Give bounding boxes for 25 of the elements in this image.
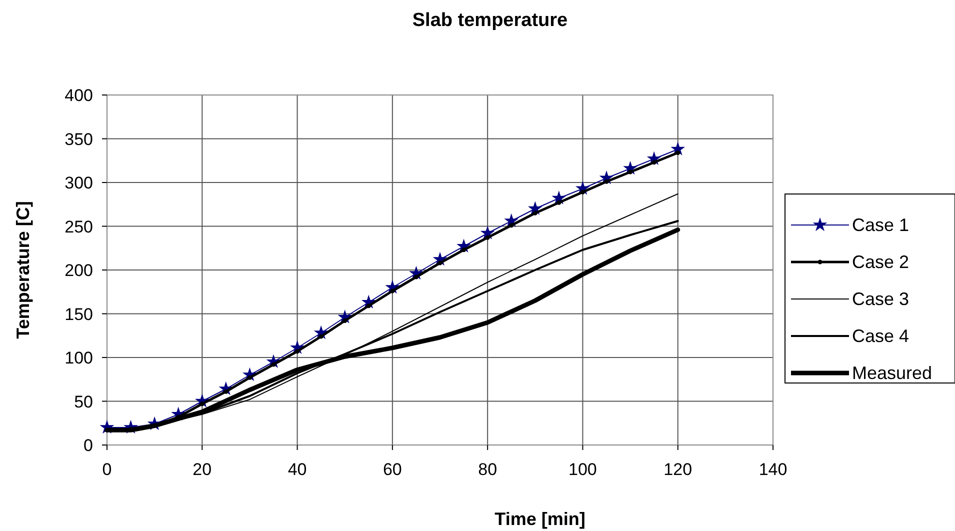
legend-label: Measured [852, 363, 932, 383]
y-tick-label: 150 [64, 304, 93, 324]
legend-label: Case 2 [852, 252, 910, 272]
y-tick-label: 300 [64, 174, 93, 192]
y-tick-label: 250 [64, 217, 93, 236]
x-tick-label: 120 [664, 460, 692, 479]
y-tick-label: 50 [74, 392, 93, 412]
x-tick-label: 100 [568, 460, 597, 479]
y-tick-label: 350 [64, 130, 93, 149]
x-tick-label: 80 [478, 460, 498, 479]
y-tick-label: 400 [64, 86, 93, 105]
legend-label: Case 3 [852, 289, 910, 309]
y-tick-label: 100 [64, 348, 93, 368]
x-tick-label: 0 [102, 460, 112, 479]
x-tick-label: 20 [192, 460, 212, 479]
chart-title: Slab temperature [412, 10, 568, 31]
x-tick-label: 40 [288, 460, 307, 479]
legend-label: Case 1 [852, 215, 910, 235]
y-tick-label: 200 [64, 261, 93, 280]
x-tick-label: 140 [758, 460, 788, 479]
x-axis-title: Time [min] [494, 509, 586, 529]
y-axis-title: Temperature [C] [13, 201, 33, 339]
legend-label: Case 4 [852, 326, 910, 346]
x-tick-label: 60 [382, 460, 402, 479]
y-tick-label: 0 [84, 436, 93, 455]
